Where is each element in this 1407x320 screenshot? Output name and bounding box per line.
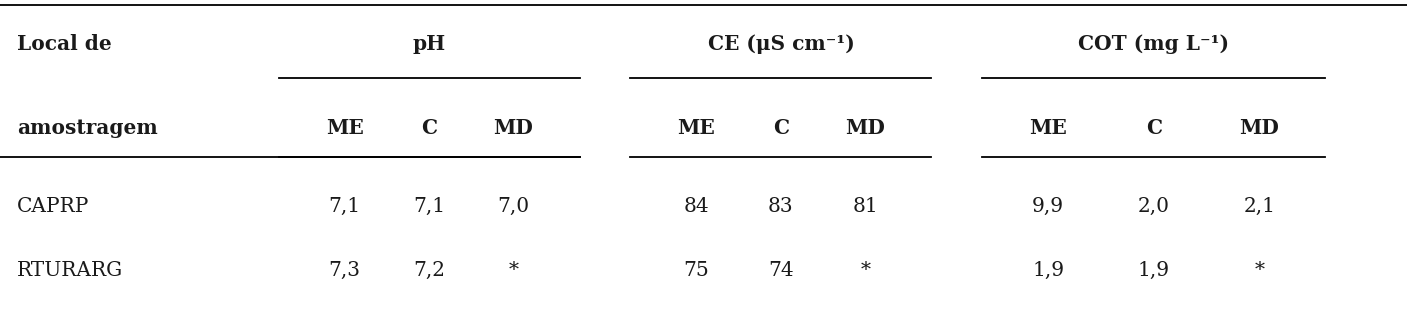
- Text: 1,9: 1,9: [1033, 261, 1064, 280]
- Text: 7,1: 7,1: [414, 197, 445, 216]
- Text: RTURARG: RTURARG: [17, 261, 124, 280]
- Text: C: C: [772, 118, 789, 138]
- Text: 83: 83: [768, 197, 794, 216]
- Text: MD: MD: [494, 118, 533, 138]
- Text: 7,0: 7,0: [498, 197, 529, 216]
- Text: 1,9: 1,9: [1138, 261, 1169, 280]
- Text: 2,1: 2,1: [1244, 197, 1275, 216]
- Text: C: C: [1145, 118, 1162, 138]
- Text: 7,2: 7,2: [414, 261, 445, 280]
- Text: ME: ME: [678, 118, 715, 138]
- Text: Local de: Local de: [17, 34, 111, 53]
- Text: 7,3: 7,3: [329, 261, 360, 280]
- Text: ME: ME: [326, 118, 363, 138]
- Text: COT (mg L⁻¹): COT (mg L⁻¹): [1078, 34, 1230, 53]
- Text: 7,1: 7,1: [329, 197, 360, 216]
- Text: CAPRP: CAPRP: [17, 197, 89, 216]
- Text: pH: pH: [412, 34, 446, 53]
- Text: 84: 84: [684, 197, 709, 216]
- Text: 81: 81: [853, 197, 878, 216]
- Text: MD: MD: [846, 118, 885, 138]
- Text: *: *: [1254, 261, 1265, 280]
- Text: CE (μS cm⁻¹): CE (μS cm⁻¹): [708, 34, 854, 53]
- Text: *: *: [860, 261, 871, 280]
- Text: amostragem: amostragem: [17, 118, 158, 138]
- Text: ME: ME: [1030, 118, 1067, 138]
- Text: 2,0: 2,0: [1138, 197, 1169, 216]
- Text: 9,9: 9,9: [1033, 197, 1064, 216]
- Text: 74: 74: [768, 261, 794, 280]
- Text: MD: MD: [1240, 118, 1279, 138]
- Text: C: C: [421, 118, 438, 138]
- Text: 75: 75: [684, 261, 709, 280]
- Text: *: *: [508, 261, 519, 280]
